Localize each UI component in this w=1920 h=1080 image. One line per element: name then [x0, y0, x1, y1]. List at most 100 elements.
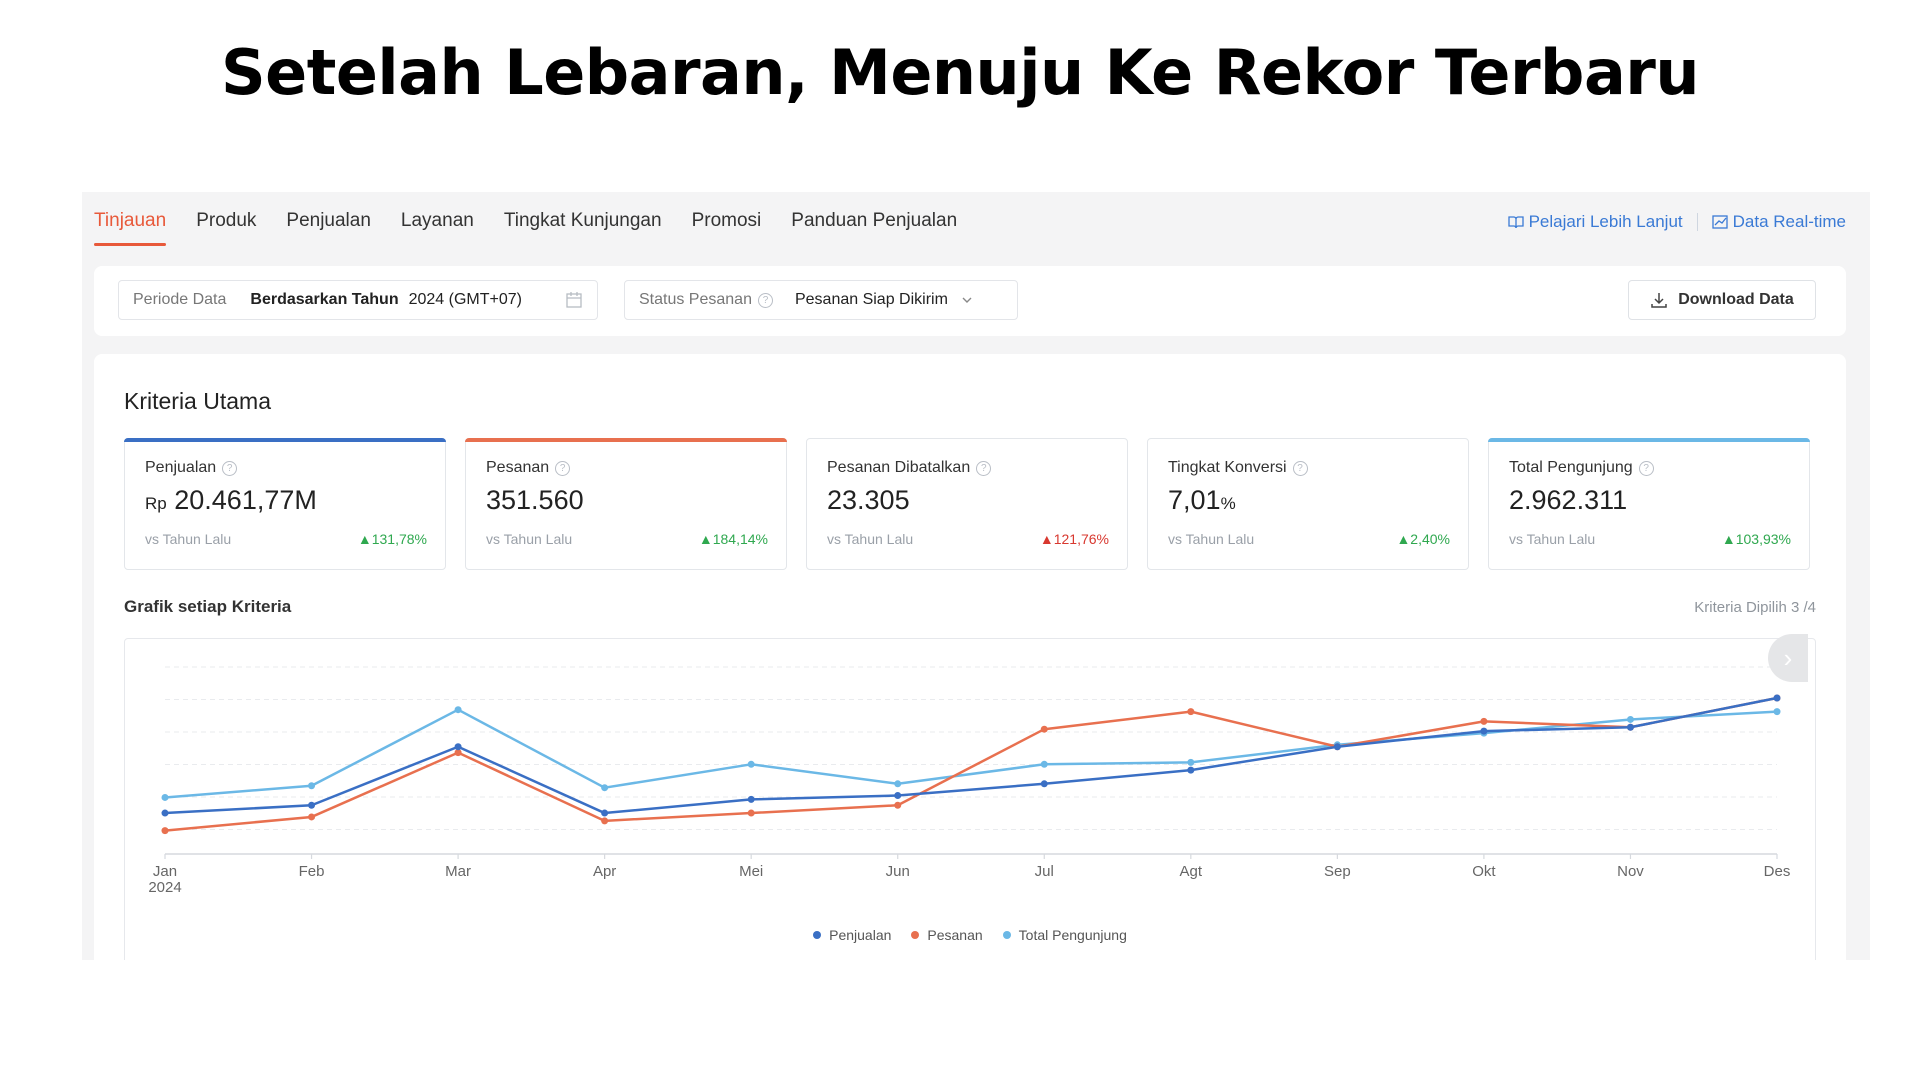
metric-card-penjualan[interactable]: Penjualan? Rp 20.461,77M vs Tahun Lalu ▲1…	[124, 438, 446, 570]
download-icon	[1651, 293, 1667, 308]
data-point	[1040, 725, 1048, 733]
legend-dot	[813, 931, 822, 939]
data-point	[894, 780, 902, 788]
realtime-link[interactable]: Data Real-time	[1711, 212, 1846, 232]
data-point	[1480, 717, 1488, 725]
question-icon: ?	[1638, 460, 1654, 476]
top-links: Pelajari Lebih Lanjut Data Real-time	[1507, 212, 1846, 232]
realtime-label: Data Real-time	[1732, 212, 1846, 231]
question-icon: ?	[222, 460, 238, 476]
legend-dot	[1002, 931, 1011, 939]
x-tick-label: Sep	[1324, 863, 1351, 880]
card-title: Pesanan Dibatalkan	[827, 459, 971, 476]
data-point	[747, 795, 755, 803]
download-label: Download Data	[1678, 291, 1794, 308]
data-point	[747, 809, 755, 817]
data-point	[1187, 708, 1195, 716]
data-point	[1040, 760, 1048, 768]
x-tick-label: Mei	[739, 863, 763, 880]
panel-title: Kriteria Utama	[124, 388, 271, 414]
book-icon	[1507, 216, 1524, 229]
x-tick-label: Mar	[445, 863, 471, 880]
tab-panduan-penjualan[interactable]: Panduan Penjualan	[791, 210, 958, 231]
metric-card-total-pengunjung[interactable]: Total Pengunjung? 2.962.311 vs Tahun Lal…	[1488, 438, 1810, 570]
chart-icon	[1711, 215, 1728, 229]
data-point	[601, 784, 609, 792]
chevron-down-icon	[962, 297, 972, 303]
metric-card-pesanan[interactable]: Pesanan? 351.560 vs Tahun Lalu ▲184,14%	[465, 438, 787, 570]
next-cards-button[interactable]: ›	[1768, 634, 1808, 682]
nav-tabs: Tinjauan Produk Penjualan Layanan Tingka…	[94, 210, 987, 246]
data-point	[161, 793, 169, 801]
divider	[1696, 213, 1698, 231]
chart-svg: Jan Feb Mar Apr Mei Jun Jul Agt Sep Okt Nov Des 2024	[148, 666, 1791, 896]
card-accent-bar	[124, 438, 446, 442]
legend-label: Pesanan	[927, 927, 983, 943]
x-year-label: 2024	[148, 879, 181, 896]
metric-card-pesanan-dibatalkan[interactable]: Pesanan Dibatalkan? 23.305 vs Tahun Lalu…	[806, 438, 1128, 570]
chevron-right-icon: ›	[1783, 642, 1793, 673]
calendar-icon	[566, 292, 582, 308]
data-point	[747, 760, 755, 768]
selected-criteria-info: Kriteria Dipilih 3 /4	[1694, 599, 1816, 616]
data-point	[1187, 766, 1195, 774]
x-tick-label: Des	[1764, 863, 1791, 880]
card-value: 7,01	[1168, 485, 1221, 515]
legend-item-pesanan[interactable]: Pesanan	[911, 927, 983, 943]
period-filter[interactable]: Periode Data Berdasarkan Tahun 2024 (GMT+…	[118, 280, 598, 320]
data-point	[1773, 694, 1781, 702]
card-accent-bar	[465, 438, 787, 442]
data-point	[308, 813, 316, 821]
x-tick-label: Jun	[886, 863, 910, 880]
x-tick-label: Agt	[1180, 863, 1203, 880]
card-change: 121,76%	[1053, 531, 1109, 547]
x-tick-label: Nov	[1617, 863, 1644, 880]
card-compare-label: vs Tahun Lalu	[827, 531, 914, 547]
up-arrow-icon: ▲	[357, 531, 372, 547]
learn-more-link[interactable]: Pelajari Lebih Lanjut	[1507, 212, 1683, 232]
legend-label: Total Pengunjung	[1018, 927, 1127, 943]
card-title: Penjualan	[145, 459, 217, 476]
up-arrow-icon: ▲	[1039, 531, 1054, 547]
legend-dot	[911, 931, 920, 939]
card-change: 131,78%	[371, 531, 427, 547]
x-tick-label: Jul	[1035, 863, 1054, 880]
data-point	[161, 827, 169, 835]
data-point	[161, 809, 169, 817]
card-change: 103,93%	[1735, 531, 1791, 547]
card-title: Tingkat Konversi	[1168, 459, 1287, 476]
chart-legend: Penjualan Pesanan Total Pengunjung	[125, 927, 1815, 943]
tab-tinjauan[interactable]: Tinjauan	[94, 210, 167, 246]
card-value: 2.962.311	[1509, 485, 1628, 515]
metric-cards: Penjualan? Rp 20.461,77M vs Tahun Lalu ▲1…	[124, 438, 1810, 570]
tab-layanan[interactable]: Layanan	[400, 210, 474, 231]
graph-title: Grafik setiap Kriteria	[124, 597, 292, 616]
data-point	[308, 782, 316, 790]
card-title: Pesanan	[486, 459, 550, 476]
tab-promosi[interactable]: Promosi	[691, 210, 762, 231]
filter-bar: Periode Data Berdasarkan Tahun 2024 (GMT+…	[94, 266, 1846, 336]
tab-penjualan[interactable]: Penjualan	[286, 210, 371, 231]
data-point	[1040, 780, 1048, 788]
slide-headline: Setelah Lebaran, Menuju Ke Rekor Terbaru	[221, 36, 1700, 109]
data-point	[1773, 708, 1781, 716]
tab-tingkat-kunjungan[interactable]: Tingkat Kunjungan	[503, 210, 662, 231]
line-chart: Jan Feb Mar Apr Mei Jun Jul Agt Sep Okt Nov Des 2024…	[124, 638, 1816, 960]
up-arrow-icon: ▲	[1721, 531, 1736, 547]
card-accent-bar	[1488, 438, 1810, 442]
tab-produk[interactable]: Produk	[196, 210, 257, 231]
up-arrow-icon: ▲	[1396, 531, 1411, 547]
card-compare-label: vs Tahun Lalu	[1168, 531, 1255, 547]
data-point	[1626, 723, 1634, 731]
card-compare-label: vs Tahun Lalu	[486, 531, 573, 547]
data-point	[894, 801, 902, 809]
card-change: 184,14%	[712, 531, 768, 547]
legend-label: Penjualan	[829, 927, 892, 943]
period-value: 2024 (GMT+07)	[408, 291, 522, 308]
data-point	[1626, 715, 1634, 723]
download-data-button[interactable]: Download Data	[1628, 280, 1816, 320]
metric-card-tingkat-konversi[interactable]: Tingkat Konversi? 7,01% vs Tahun Lalu ▲2,…	[1147, 438, 1469, 570]
status-filter[interactable]: Status Pesanan ? Pesanan Siap Dikirim	[624, 280, 1018, 320]
legend-item-penjualan[interactable]: Penjualan	[813, 927, 891, 943]
legend-item-total-pengunjung[interactable]: Total Pengunjung	[1002, 927, 1127, 943]
